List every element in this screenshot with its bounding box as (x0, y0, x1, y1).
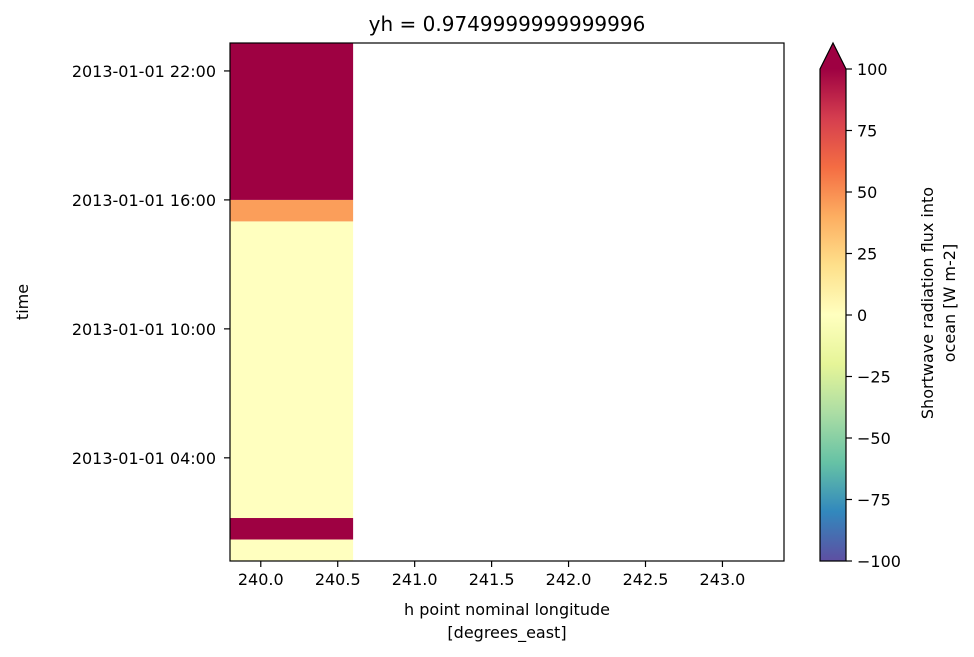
colorbar-tick-label: −25 (857, 368, 891, 387)
y-tick-label: 2013-01-01 10:00 (72, 320, 216, 339)
heatmap-cell (230, 518, 354, 540)
chart-title: yh = 0.9749999999999996 (369, 12, 646, 36)
colorbar-tick-label: −75 (857, 491, 891, 510)
y-axis-label: time (13, 284, 32, 320)
x-tick-label: 243.0 (700, 570, 746, 589)
colorbar-outline (819, 41, 847, 562)
y-tick-label: 2013-01-01 16:00 (72, 191, 216, 210)
colorbar-tick-label: −100 (857, 552, 901, 571)
colorbar-tick-label: 25 (857, 245, 877, 264)
colorbar: 100 75 50 25 0 −25 −50 −75 −100 Shortwave radiat… (819, 41, 959, 571)
x-tick-label: 240.0 (238, 570, 284, 589)
colorbar-gradient (820, 69, 846, 561)
y-axis-ticks: 2013-01-01 04:00 2013-01-01 10:00 2013-01-… (72, 62, 230, 468)
colorbar-tick-label: 50 (857, 183, 877, 202)
heatmap-cell (230, 43, 354, 200)
colorbar-label-line2: ocean [W m-2] (940, 244, 959, 362)
heatmap-cell (230, 539, 354, 561)
y-tick-label: 2013-01-01 04:00 (72, 449, 216, 468)
x-tick-label: 241.0 (392, 570, 438, 589)
heatmap-cell (230, 199, 354, 222)
colorbar-tick-label: 75 (857, 122, 877, 141)
colorbar-ticks: 100 75 50 25 0 −25 −50 −75 −100 (846, 60, 901, 571)
y-tick-label: 2013-01-01 22:00 (72, 62, 216, 81)
x-tick-label: 242.0 (546, 570, 592, 589)
colorbar-tick-label: 0 (857, 306, 867, 325)
colorbar-extend-arrow (820, 43, 846, 69)
x-tick-label: 242.5 (623, 570, 669, 589)
x-tick-label: 240.5 (315, 570, 361, 589)
colorbar-label-line1: Shortwave radiation flux into (918, 187, 937, 419)
plot-frame (229, 42, 785, 562)
heatmap-cell (230, 221, 354, 519)
x-axis-label-line1: h point nominal longitude (404, 600, 610, 619)
colorbar-tick-label: −50 (857, 429, 891, 448)
x-axis-ticks: 240.0 240.5 241.0 241.5 242.0 242.5 243.0 (238, 561, 745, 589)
colorbar-tick-label: 100 (857, 60, 888, 79)
x-axis-label-line2: [degrees_east] (447, 623, 566, 643)
heatmap-cells (230, 43, 354, 561)
x-tick-label: 241.5 (469, 570, 515, 589)
